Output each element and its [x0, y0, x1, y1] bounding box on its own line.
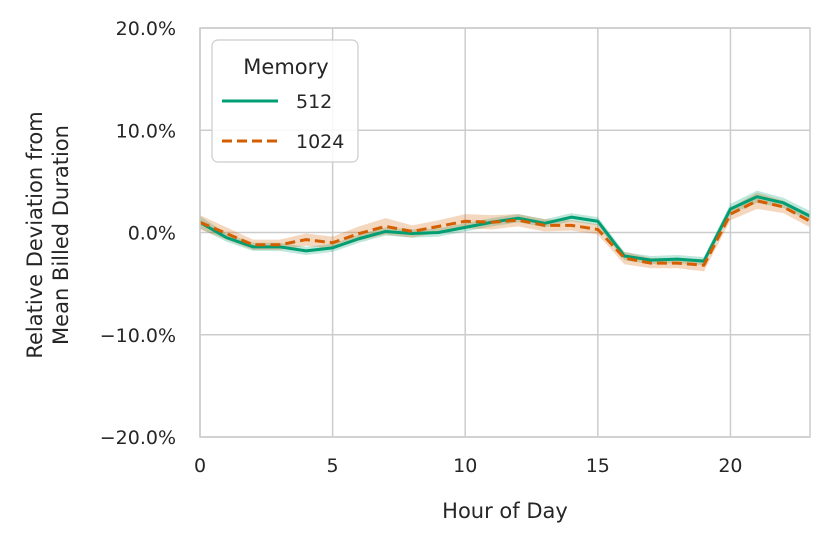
- x-tick-label-1: 5: [327, 455, 339, 477]
- y-tick-labels: −20.0% −10.0% 0.0% 10.0% 20.0%: [100, 18, 176, 449]
- y-axis-label: Relative Deviation from Mean Billed Dura…: [23, 111, 73, 358]
- series-lines: [199, 195, 811, 267]
- y-tick-label-3: 10.0%: [116, 120, 176, 142]
- x-tick-labels: 0 5 10 15 20: [194, 455, 743, 477]
- x-tick-label-2: 10: [453, 455, 477, 477]
- y-axis-label-line-1: Relative Deviation from: [23, 111, 47, 358]
- x-tick-label-4: 20: [718, 455, 742, 477]
- legend-box: [211, 39, 359, 163]
- y-tick-label-2: 0.0%: [128, 223, 176, 245]
- plot-frame: [199, 27, 811, 438]
- band-512: [200, 190, 810, 266]
- series-line-512: [199, 195, 811, 263]
- y-tick-label-0: −20.0%: [100, 427, 176, 449]
- legend: Memory 512 1024: [211, 39, 359, 163]
- series-line-1024: [199, 199, 811, 267]
- y-tick-label-1: −10.0%: [100, 325, 176, 347]
- x-axis-label: Hour of Day: [442, 499, 568, 523]
- legend-title: Memory: [243, 55, 328, 79]
- legend-label-512: 512: [296, 91, 332, 113]
- x-tick-label-0: 0: [194, 455, 206, 477]
- x-tick-label-3: 15: [586, 455, 610, 477]
- legend-label-1024: 1024: [296, 131, 344, 153]
- y-tick-label-4: 20.0%: [116, 18, 176, 40]
- y-axis-label-line-2: Mean Billed Duration: [49, 125, 73, 345]
